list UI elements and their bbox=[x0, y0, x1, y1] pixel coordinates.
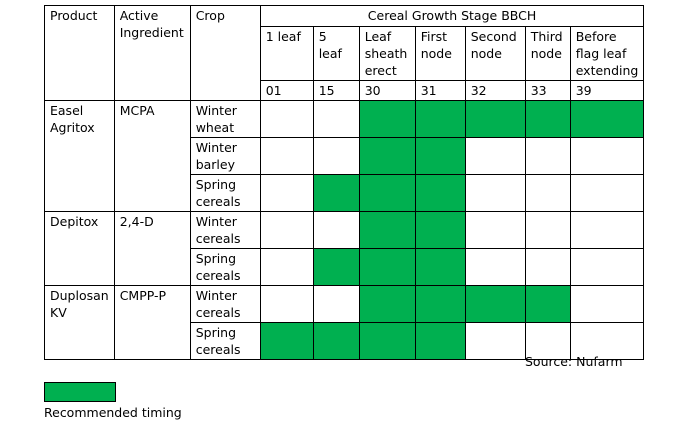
stage-name-header: 5 leaf bbox=[312, 26, 360, 81]
stage-name-header: Second node bbox=[464, 26, 526, 81]
crop-name: Spring cereals bbox=[189, 174, 261, 212]
stage-name-header: Before flag leaf extending bbox=[569, 26, 645, 81]
header-active-ingredient: Active Ingredient bbox=[113, 5, 191, 101]
stage-code-header: 32 bbox=[464, 80, 526, 101]
timing-cell-empty bbox=[569, 285, 645, 323]
timing-cell-empty bbox=[464, 322, 526, 360]
legend-swatch bbox=[44, 382, 116, 402]
crop-name: Spring cereals bbox=[189, 322, 261, 360]
stage-name-header: 1 leaf bbox=[259, 26, 314, 81]
timing-cell-empty bbox=[464, 174, 526, 212]
timing-cell-recommended bbox=[464, 285, 526, 323]
stage-code-header: 39 bbox=[569, 80, 645, 101]
timing-cell-recommended bbox=[358, 100, 416, 138]
timing-cell-recommended bbox=[464, 100, 526, 138]
timing-cell-empty bbox=[259, 248, 314, 286]
timing-cell-empty bbox=[464, 137, 526, 175]
stage-code-header: 01 bbox=[259, 80, 314, 101]
timing-cell-recommended bbox=[414, 322, 466, 360]
stage-code-header: 31 bbox=[414, 80, 466, 101]
timing-cell-recommended bbox=[524, 285, 571, 323]
timing-cell-recommended bbox=[358, 285, 416, 323]
crop-name: Winter cereals bbox=[189, 285, 261, 323]
timing-cell-empty bbox=[259, 137, 314, 175]
timing-cell-empty bbox=[524, 248, 571, 286]
timing-cell-empty bbox=[312, 100, 360, 138]
timing-cell-recommended bbox=[414, 137, 466, 175]
crop-name: Spring cereals bbox=[189, 248, 261, 286]
table-row: Easel Agritox MCPA Winter wheat bbox=[44, 100, 645, 212]
timing-cell-empty bbox=[569, 322, 645, 360]
table-row: Depitox 2,4-D Winter cereals bbox=[44, 211, 645, 286]
timing-cell-recommended bbox=[414, 211, 466, 249]
active-ingredient: MCPA bbox=[113, 100, 191, 212]
timing-cell-empty bbox=[524, 211, 571, 249]
timing-cell-recommended bbox=[312, 174, 360, 212]
timing-cell-empty bbox=[259, 211, 314, 249]
table-row: Spring cereals bbox=[45, 322, 645, 360]
product-name: Depitox bbox=[44, 211, 115, 286]
timing-cell-recommended bbox=[312, 248, 360, 286]
product-name: Easel Agritox bbox=[44, 100, 115, 212]
timing-cell-empty bbox=[524, 174, 571, 212]
timing-cell-recommended bbox=[259, 322, 314, 360]
timing-cell-empty bbox=[524, 322, 571, 360]
bbch-timing-table: Product Active Ingredient Crop Cereal Gr… bbox=[44, 5, 645, 360]
timing-cell-empty bbox=[569, 211, 645, 249]
timing-cell-recommended bbox=[524, 100, 571, 138]
stage-code-header: 33 bbox=[524, 80, 571, 101]
timing-cell-empty bbox=[569, 137, 645, 175]
header-growth-stage: Cereal Growth Stage BBCH bbox=[259, 5, 645, 27]
header-crop: Crop bbox=[189, 5, 261, 101]
timing-cell-recommended bbox=[414, 248, 466, 286]
crop-name: Winter barley bbox=[189, 137, 261, 175]
timing-cell-empty bbox=[464, 248, 526, 286]
timing-cell-recommended bbox=[358, 248, 416, 286]
timing-cell-recommended bbox=[358, 322, 416, 360]
crop-name: Winter cereals bbox=[189, 211, 261, 249]
source-note: Source: Nufarm bbox=[525, 354, 623, 369]
legend-label: Recommended timing bbox=[44, 405, 182, 420]
timing-cell-empty bbox=[259, 174, 314, 212]
timing-cell-recommended bbox=[414, 285, 466, 323]
timing-cell-empty bbox=[569, 174, 645, 212]
stage-code-header: 30 bbox=[358, 80, 416, 101]
timing-cell-empty bbox=[312, 285, 360, 323]
active-ingredient: 2,4-D bbox=[113, 211, 191, 286]
active-ingredient: CMPP-P bbox=[113, 285, 191, 360]
crop-name: Winter wheat bbox=[189, 100, 261, 138]
timing-cell-empty bbox=[569, 248, 645, 286]
timing-cell-empty bbox=[464, 211, 526, 249]
stage-code-header: 15 bbox=[312, 80, 360, 101]
table-row: Spring cereals bbox=[45, 248, 645, 286]
timing-cell-empty bbox=[312, 137, 360, 175]
timing-cell-recommended bbox=[414, 174, 466, 212]
table-row: Duplosan KV CMPP-P Winter cereals bbox=[44, 285, 645, 360]
table-row: Winter barley bbox=[45, 137, 645, 175]
timing-cell-recommended bbox=[358, 211, 416, 249]
timing-cell-recommended bbox=[569, 100, 645, 138]
stage-name-header: Third node bbox=[524, 26, 571, 81]
timing-cell-empty bbox=[312, 211, 360, 249]
timing-cell-recommended bbox=[358, 174, 416, 212]
timing-cell-recommended bbox=[312, 322, 360, 360]
product-name: Duplosan KV bbox=[44, 285, 115, 360]
timing-cell-recommended bbox=[358, 137, 416, 175]
timing-cell-empty bbox=[524, 137, 571, 175]
stage-name-header: Leaf sheath erect bbox=[358, 26, 416, 81]
timing-cell-empty bbox=[259, 285, 314, 323]
timing-cell-recommended bbox=[414, 100, 466, 138]
timing-cell-empty bbox=[259, 100, 314, 138]
header-product: Product bbox=[44, 5, 115, 101]
stage-name-header: First node bbox=[414, 26, 466, 81]
